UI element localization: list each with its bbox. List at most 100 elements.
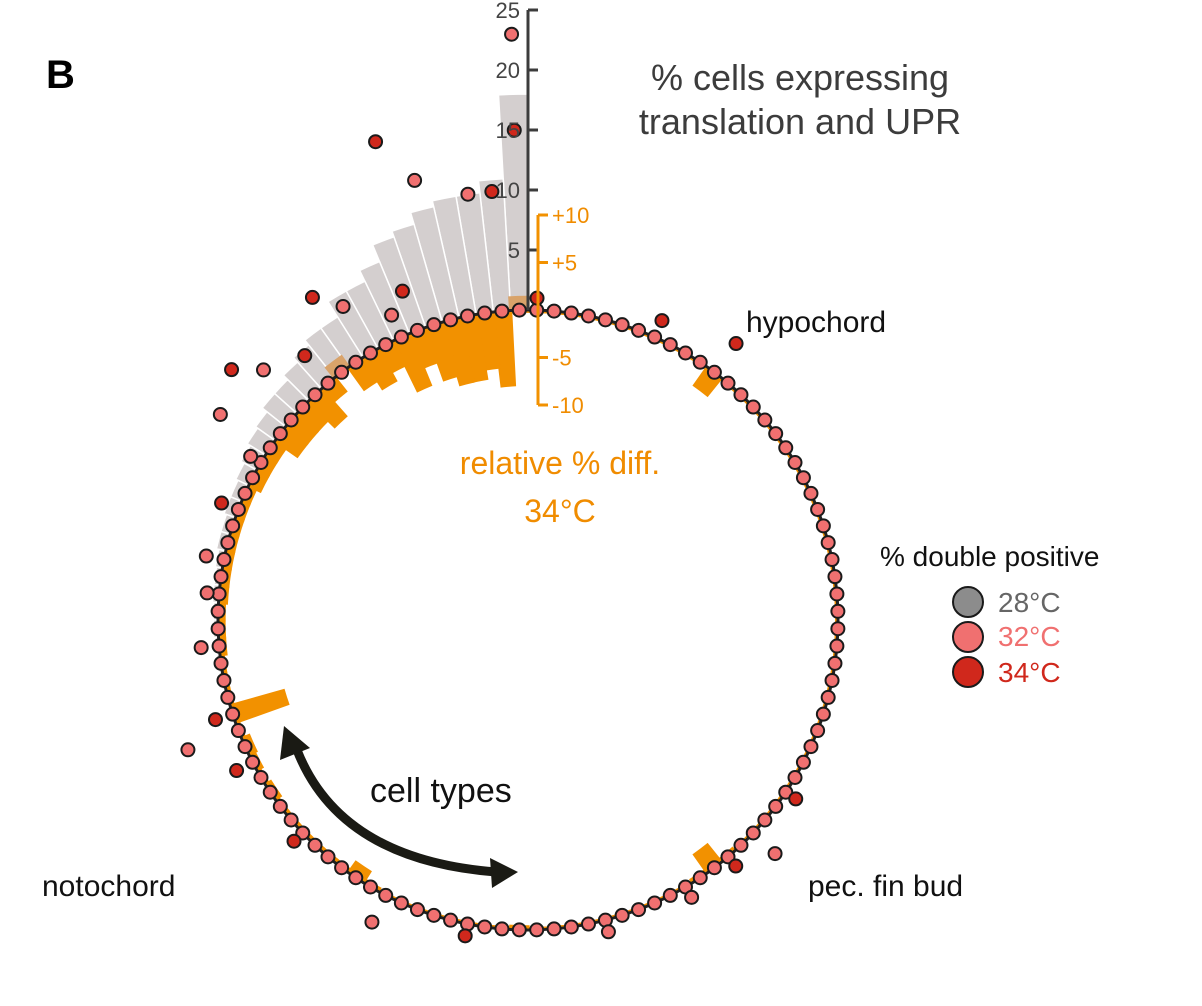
point-32-66	[692, 870, 708, 886]
chart-subtitle: relative % diff. 34°C	[460, 445, 660, 529]
point-32-51	[443, 912, 459, 928]
label-notochord: notochord	[42, 870, 175, 903]
outlier-point-2	[484, 184, 500, 200]
point-32-108	[580, 308, 596, 324]
outlier-point-15	[214, 495, 230, 511]
legend-label-34: 34°C	[998, 657, 1061, 688]
point-32-67	[706, 860, 722, 876]
diff-bar-5	[424, 321, 460, 382]
outlier-point-23	[364, 914, 380, 930]
point-32-16	[272, 426, 288, 442]
outlier-point-11	[255, 362, 271, 378]
point-32-72	[768, 798, 784, 814]
cell-types-arrow-curve	[292, 748, 497, 877]
point-32-46	[362, 879, 378, 895]
outlier-point-29	[788, 791, 804, 807]
point-32-89	[815, 518, 831, 534]
outlier-point-8	[335, 298, 351, 314]
point-32-69	[733, 837, 749, 853]
diff-tick-label-0: +10	[552, 203, 589, 228]
point-32-94	[778, 440, 794, 456]
point-32-33	[225, 706, 241, 722]
point-32-29	[211, 638, 227, 654]
point-32-70	[745, 825, 761, 841]
outlier-point-22	[286, 833, 302, 849]
point-32-32	[220, 689, 236, 705]
point-32-7	[393, 329, 409, 345]
point-32-102	[678, 345, 694, 361]
outer-tick-label-4: 25	[496, 0, 520, 23]
outlier-point-18	[193, 640, 209, 656]
point-32-38	[262, 784, 278, 800]
point-32-99	[720, 375, 736, 391]
point-32-64	[662, 887, 678, 903]
label-cell-types: cell types	[370, 772, 512, 810]
outer-tick-label-2: 15	[496, 118, 520, 143]
outlier-point-6	[394, 283, 410, 299]
cell-types-arrow-head-right	[490, 858, 518, 888]
point-32-42	[307, 837, 323, 853]
point-32-57	[546, 921, 562, 937]
outlier-point-1	[506, 122, 522, 138]
point-32-20	[237, 485, 253, 501]
point-32-90	[810, 501, 826, 517]
outlier-point-12	[224, 362, 240, 378]
points	[180, 26, 846, 944]
point-32-76	[803, 739, 819, 755]
point-32-11	[334, 364, 350, 380]
diff-bar-1	[491, 310, 517, 388]
axes: 5 10 15 20 25 +10 +5 -5 -10	[496, 0, 590, 418]
point-32-14	[295, 399, 311, 415]
point-32-49	[409, 902, 425, 918]
legend-label-32: 32°C	[998, 621, 1061, 652]
outlier-point-28	[767, 846, 783, 862]
point-32-83	[830, 621, 846, 637]
point-32-74	[787, 770, 803, 786]
diff-bar-33	[229, 688, 290, 724]
outlier-point-24	[457, 928, 473, 944]
point-32-31	[216, 672, 232, 688]
point-32-104	[647, 329, 663, 345]
point-32-19	[245, 470, 261, 486]
point-32-63	[647, 895, 663, 911]
point-32-97	[745, 399, 761, 415]
point-32-93	[787, 454, 803, 470]
legend-label-28: 28°C	[998, 587, 1061, 618]
point-32-39	[272, 798, 288, 814]
outlier-point-10	[297, 348, 313, 364]
point-32-50	[426, 907, 442, 923]
chart-title-line-0: % cells expressing	[651, 57, 949, 98]
outlier-point-26	[684, 889, 700, 905]
point-32-100	[706, 364, 722, 380]
point-32-13	[307, 387, 323, 403]
point-32-17	[262, 440, 278, 456]
point-32-12	[320, 375, 336, 391]
point-32-3	[460, 308, 476, 324]
point-32-103	[662, 337, 678, 353]
point-32-82	[829, 638, 845, 654]
label-hypochord: hypochord	[746, 306, 886, 339]
point-32-4	[443, 312, 459, 328]
panel-label: B	[46, 53, 75, 97]
outlier-point-13	[212, 406, 228, 422]
point-32-56	[529, 922, 545, 938]
point-32-54	[494, 921, 510, 937]
outlier-point-17	[199, 585, 215, 601]
point-32-84	[830, 603, 846, 619]
point-32-98	[733, 387, 749, 403]
outlier-point-14	[243, 448, 259, 464]
outlier-point-4	[407, 172, 423, 188]
point-32-43	[320, 849, 336, 865]
point-32-61	[614, 907, 630, 923]
outlier-point-16	[198, 548, 214, 564]
outlier-point-31	[654, 313, 670, 329]
outlier-point-20	[180, 742, 196, 758]
point-32-5	[426, 317, 442, 333]
diff-tick-label-3: -10	[552, 393, 584, 418]
diff-bar-7	[392, 332, 433, 393]
point-32-23	[220, 535, 236, 551]
point-32-86	[827, 569, 843, 585]
point-32-34	[230, 723, 246, 739]
point-32-24	[216, 552, 232, 568]
